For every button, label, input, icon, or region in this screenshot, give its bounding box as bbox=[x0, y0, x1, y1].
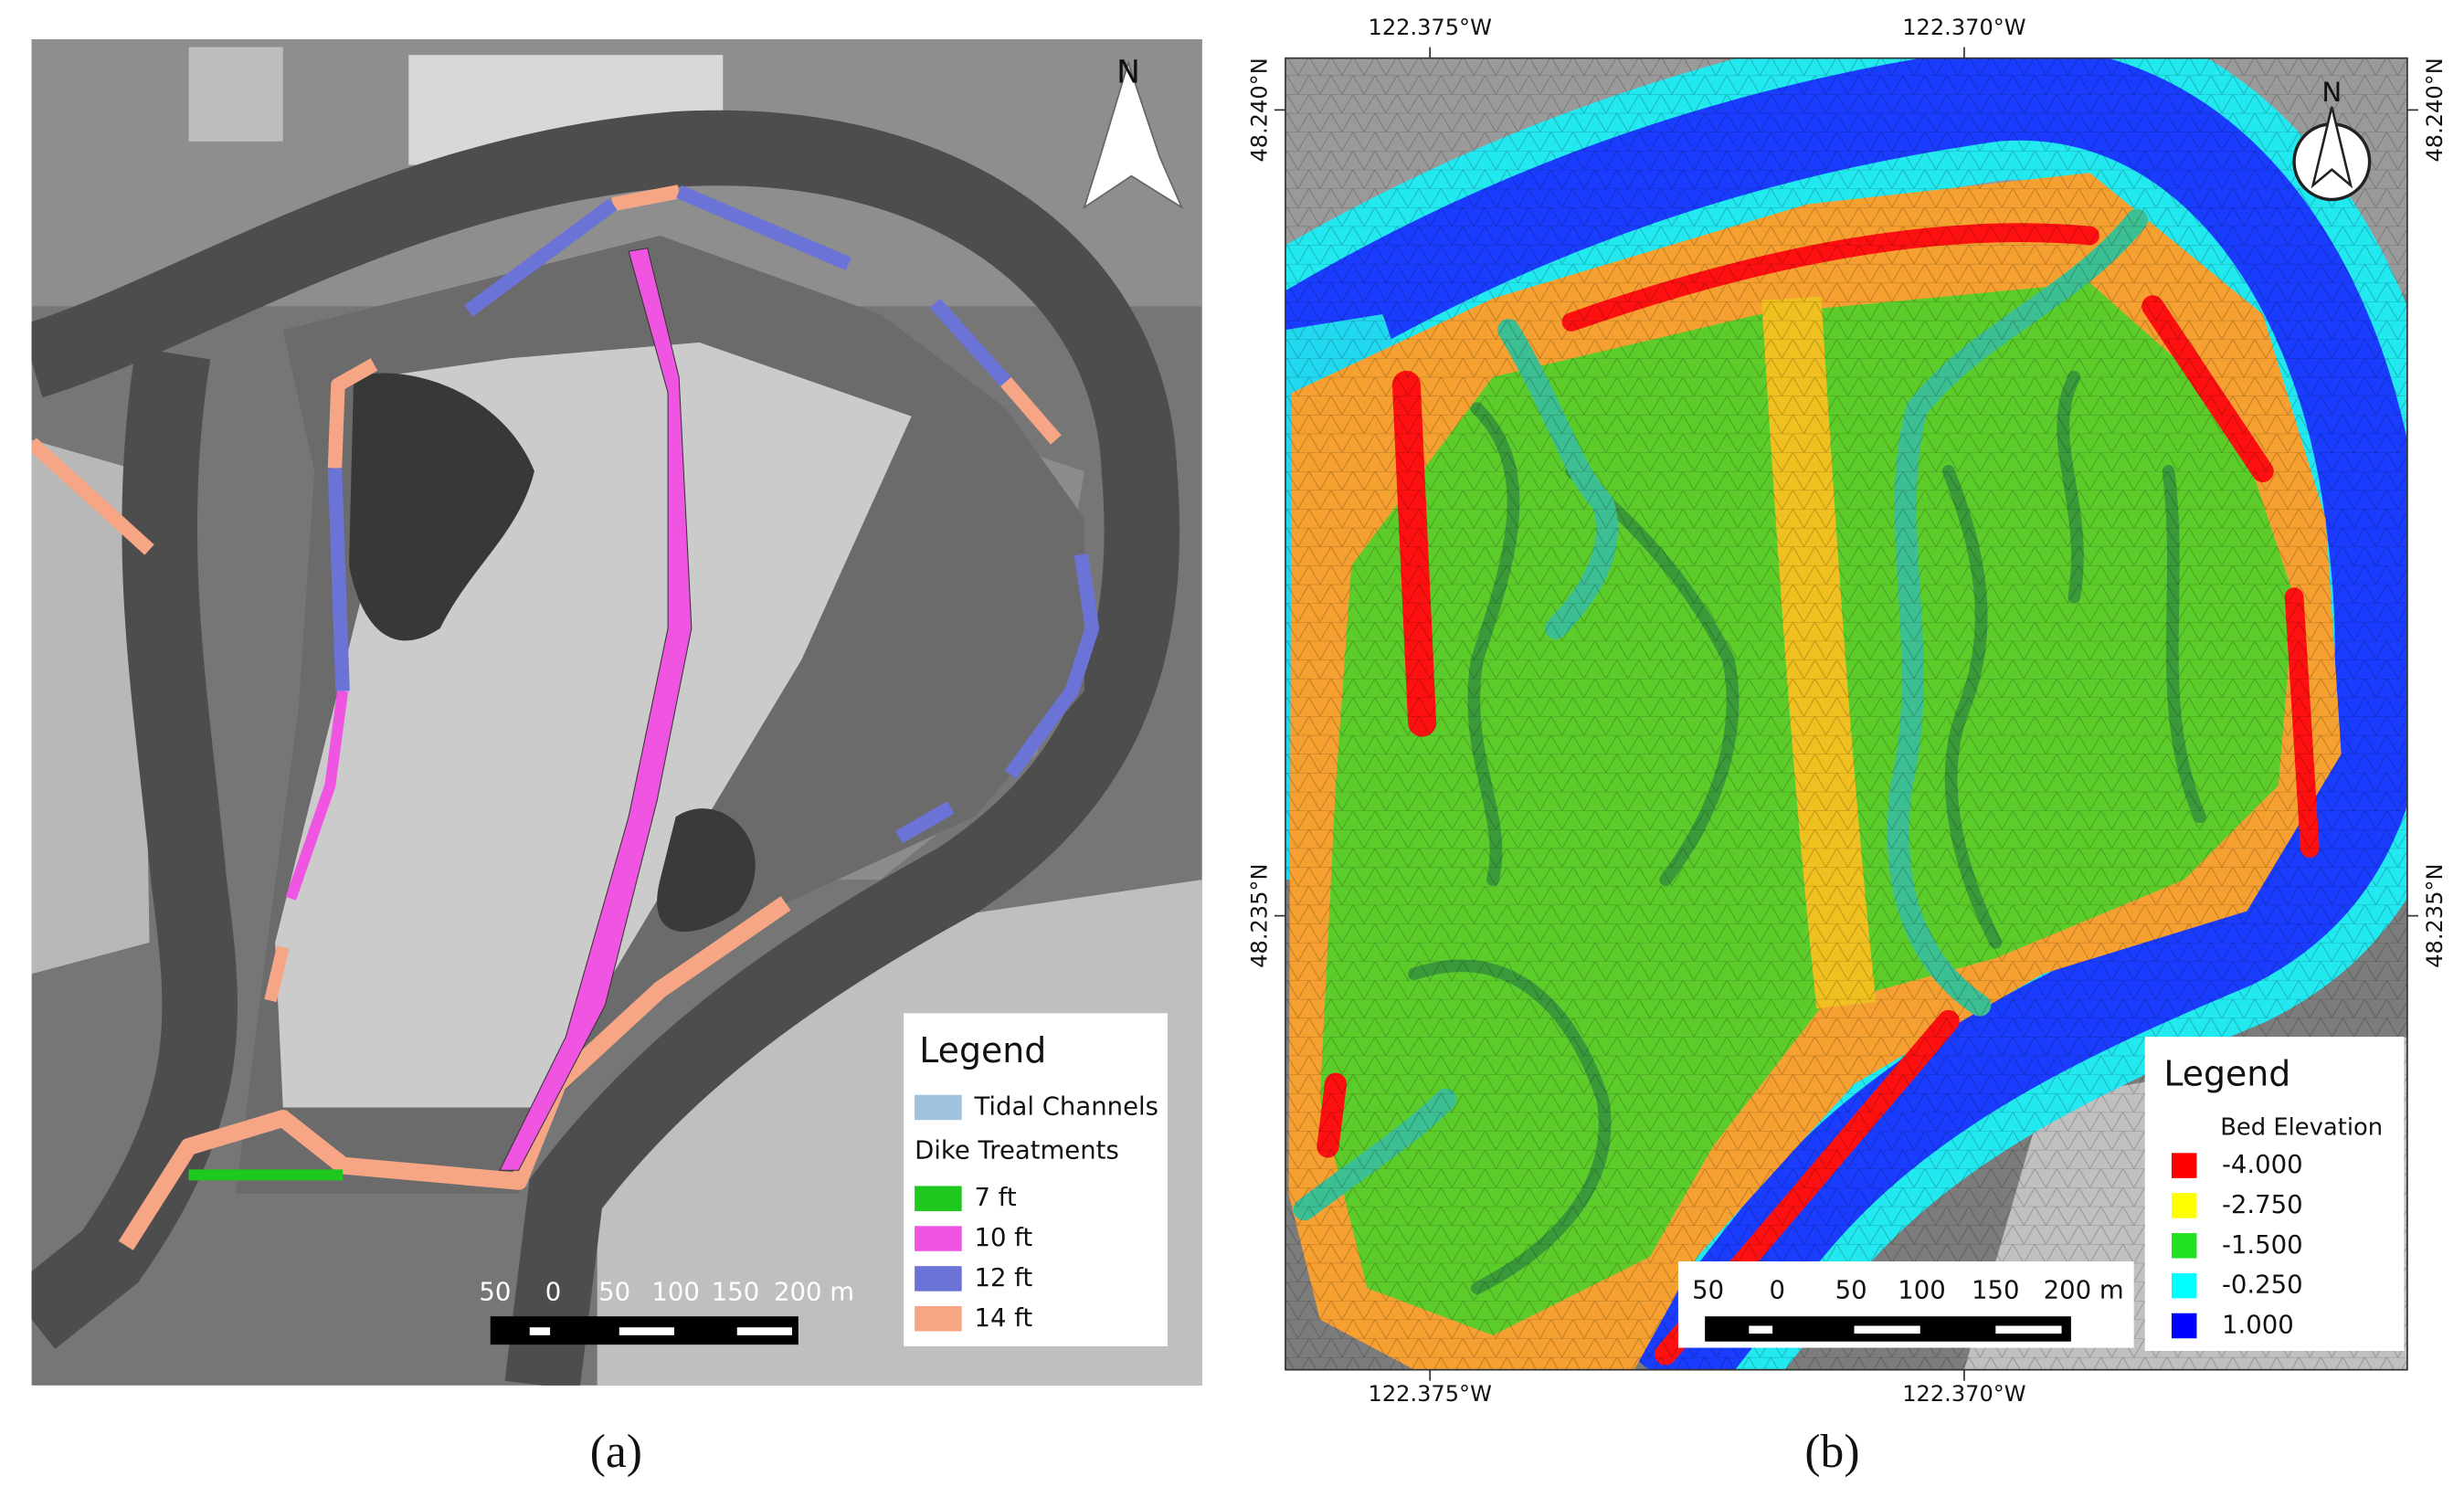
coord-label: 122.370°W bbox=[1902, 1381, 2025, 1407]
legend-swatch bbox=[915, 1266, 962, 1292]
coord-label: 122.375°W bbox=[1369, 15, 1492, 40]
legend-section: Dike Treatments bbox=[915, 1136, 1119, 1165]
dike-segment bbox=[464, 198, 618, 317]
scale-bar bbox=[1705, 1316, 2071, 1342]
scale-label: 100 bbox=[1898, 1276, 1946, 1305]
dike-segment bbox=[1004, 553, 1100, 779]
dike-segment bbox=[676, 185, 851, 271]
scale-bar bbox=[490, 1316, 798, 1345]
legend-label: 1.000 bbox=[2222, 1311, 2294, 1340]
scale-label: 50 bbox=[479, 1277, 511, 1306]
dike-segment bbox=[999, 376, 1062, 445]
legend-label: -2.750 bbox=[2222, 1190, 2303, 1219]
dike-segment bbox=[118, 896, 791, 1250]
north-arrow bbox=[1083, 59, 1184, 210]
north-label: N bbox=[1116, 54, 1140, 90]
scale-label: 150 bbox=[712, 1277, 759, 1306]
north-label: N bbox=[2321, 77, 2342, 108]
legend-title: Legend bbox=[2163, 1054, 2290, 1094]
map-frame bbox=[1285, 57, 2408, 1371]
legend-swatch bbox=[2171, 1233, 2197, 1259]
dike-segment bbox=[327, 358, 378, 469]
dike-segment bbox=[31, 438, 154, 555]
legend-swatch bbox=[2171, 1153, 2197, 1178]
legend-label: 7 ft bbox=[974, 1183, 1016, 1212]
legend-swatch bbox=[2171, 1272, 2197, 1299]
scale-label: 50 bbox=[1835, 1276, 1867, 1305]
caption: (a) bbox=[590, 1426, 642, 1478]
coord-label: 48.235°N bbox=[1246, 864, 1272, 968]
legend-swatch bbox=[915, 1306, 962, 1332]
legend-label: -0.250 bbox=[2222, 1271, 2303, 1300]
legend-label: 14 ft bbox=[974, 1303, 1032, 1333]
scale-label: 50 bbox=[1692, 1276, 1724, 1305]
dike-segment bbox=[264, 945, 290, 1003]
caption: (b) bbox=[1804, 1426, 1859, 1478]
legend-label: -1.500 bbox=[2222, 1230, 2303, 1260]
scale-label: 150 bbox=[1972, 1276, 2020, 1305]
coord-label: 48.240°N bbox=[2422, 58, 2448, 162]
legend-swatch bbox=[915, 1186, 962, 1211]
dike-segment bbox=[611, 185, 681, 212]
coord-label: 122.375°W bbox=[1369, 1381, 1492, 1407]
legend-title: Legend bbox=[919, 1030, 1046, 1070]
coord-label: 48.240°N bbox=[1246, 58, 1272, 162]
legend-swatch bbox=[915, 1226, 962, 1251]
coord-label: 122.370°W bbox=[1902, 15, 2025, 40]
scale-label: 200 m bbox=[774, 1277, 854, 1306]
panel-b-map: N Legend Bed Elevation -4.000 -2.750 -1.50… bbox=[1285, 58, 2407, 1370]
dike-segment bbox=[327, 468, 350, 691]
scale-label: 0 bbox=[1770, 1276, 1786, 1305]
legend-label: 10 ft bbox=[974, 1223, 1032, 1252]
dike-segment bbox=[285, 690, 349, 901]
legend-swatch bbox=[2171, 1193, 2197, 1218]
legend-label: 12 ft bbox=[974, 1263, 1032, 1292]
panel-a-map: N Legend Tidal Channels Dike Treatments 7 … bbox=[31, 38, 1202, 1386]
scale-label: 50 bbox=[598, 1277, 630, 1306]
scale-label: 200 m bbox=[2044, 1276, 2124, 1305]
dike-segment bbox=[929, 298, 1011, 387]
legend-label: Tidal Channels bbox=[973, 1091, 1158, 1121]
legend-swatch bbox=[915, 1094, 962, 1121]
dike-segment bbox=[895, 801, 955, 844]
scale-label: 0 bbox=[545, 1277, 562, 1306]
legend-subtitle: Bed Elevation bbox=[2220, 1113, 2383, 1141]
legend-label: -4.000 bbox=[2222, 1150, 2303, 1179]
dike-segment bbox=[499, 248, 693, 1171]
legend-swatch bbox=[2171, 1313, 2197, 1339]
coord-label: 48.235°N bbox=[2422, 864, 2448, 968]
scale-label: 100 bbox=[651, 1277, 700, 1306]
